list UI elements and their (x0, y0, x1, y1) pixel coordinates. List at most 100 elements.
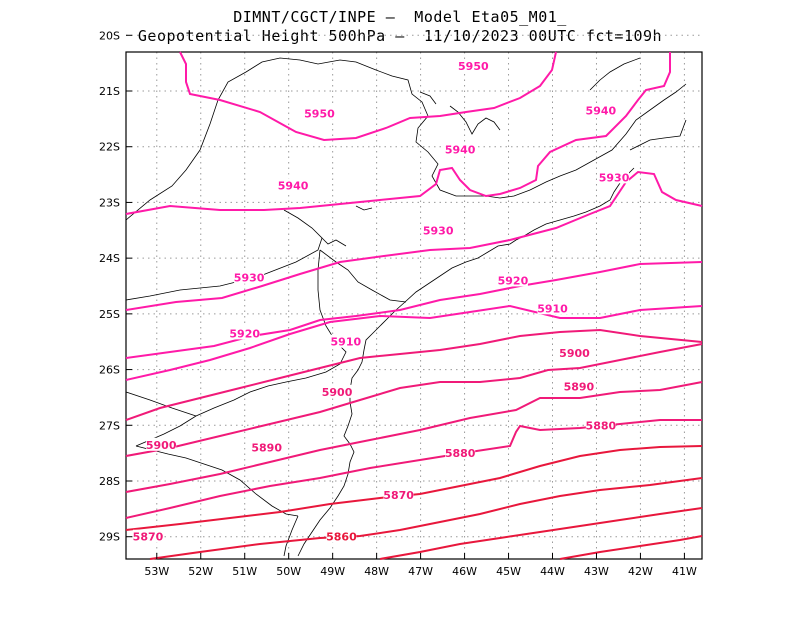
y-tick-label: 20S (99, 29, 120, 42)
bays (321, 91, 501, 247)
boundary-mg-sp (125, 57, 531, 221)
y-tick-label: 28S (99, 475, 120, 488)
contour-label-bg (445, 446, 476, 460)
contour-5900 (125, 328, 703, 421)
contour-label: 5900 (559, 347, 590, 360)
y-tick-labels: 20S 21S 22S 23S 24S 25S 26S 27S 28S 29S (99, 29, 132, 544)
y-tick-label: 29S (99, 531, 120, 544)
coastline-rj (515, 167, 635, 241)
contour-label: 5880 (586, 419, 617, 432)
x-tick-label: 42W (628, 565, 653, 578)
contour-5920 (125, 261, 703, 359)
map-boundaries (125, 57, 687, 557)
x-tick-label: 52W (188, 565, 213, 578)
boundary-sc-rs (135, 445, 299, 517)
contour-label: 5890 (564, 380, 595, 393)
contour-label: 5900 (146, 439, 177, 452)
y-tick-label: 22S (99, 141, 120, 154)
contour-label-bg (330, 334, 361, 348)
contour-label-bg (278, 178, 309, 192)
contour-label: 5940 (278, 180, 309, 193)
contour-label: 5910 (331, 336, 362, 349)
contour-5940-west (125, 52, 671, 215)
contour-label: 5860 (326, 531, 357, 544)
lagoa (283, 515, 299, 557)
coastline (297, 239, 517, 557)
x-tick-label: 48W (364, 565, 389, 578)
contour-5950 (179, 51, 557, 142)
contour-label: 5930 (234, 272, 265, 285)
boundary-paraguay (135, 249, 347, 447)
contour-5910 (125, 304, 703, 381)
x-tick-label: 44W (540, 565, 565, 578)
contour-label-bg (445, 142, 476, 156)
contour-label-bg (326, 529, 357, 543)
contour-label: 5930 (599, 171, 630, 184)
contour-label: 5920 (498, 274, 529, 287)
x-tick-label: 43W (584, 565, 609, 578)
contour-label: 5940 (445, 144, 476, 157)
contour-5840 (379, 507, 703, 560)
x-tick-labels: 53W 52W 51W 50W 49W 48W 47W 46W 45W 44W 43W 42W 41W (144, 553, 697, 578)
contour-label-bg (497, 273, 528, 287)
contour-label-bg (585, 103, 616, 117)
y-tick-label: 25S (99, 308, 120, 321)
y-tick-label: 26S (99, 364, 120, 377)
map-title-line1: DIMNT/CGCT/INPE – Model Eta05_M01_ (233, 8, 567, 26)
x-tick-label: 53W (144, 565, 169, 578)
contour-label-bg (563, 379, 594, 393)
x-tick-label: 50W (276, 565, 301, 578)
contour-label: 5950 (458, 60, 489, 73)
contour-label-layer: 5950 5950 5940 5940 5940 5930 5930 5930 5920 5920… (132, 58, 630, 544)
contour-label-bg (251, 440, 282, 454)
contour-5850 (149, 477, 703, 560)
contour-label: 5880 (445, 447, 476, 460)
contour-label: 5920 (229, 327, 260, 340)
contour-label: 5930 (423, 224, 454, 237)
x-tick-label: 47W (408, 565, 433, 578)
contour-5830 (559, 535, 703, 560)
contour-label: 5870 (383, 489, 414, 502)
boundary-mg-es (529, 83, 687, 191)
boundary-north (589, 57, 687, 151)
contour-label-bg (599, 170, 630, 184)
contour-5890 (125, 343, 703, 457)
contour-label-bg (229, 326, 260, 340)
contour-label-bg (559, 345, 590, 359)
contour-5930 (125, 170, 703, 311)
map-title-line2: Geopotential Height 500hPa – 11/10/2023 … (137, 27, 663, 45)
contour-label: 5890 (251, 442, 282, 455)
contour-label-bg (304, 106, 335, 120)
contour-label-bg (383, 487, 414, 501)
contour-label: 5910 (537, 302, 568, 315)
y-tick-label: 23S (99, 196, 120, 209)
contour-label: 5950 (304, 107, 335, 120)
boundary-ms (125, 391, 197, 417)
boundary-pr (125, 209, 323, 301)
contour-label-bg (585, 418, 616, 432)
contour-label-bg (146, 437, 177, 451)
contour-label-bg (132, 529, 163, 543)
x-tick-label: 51W (232, 565, 257, 578)
contour-label-bg (537, 301, 568, 315)
contour-label-bg (234, 270, 265, 284)
boundary-pr-sp (319, 249, 407, 303)
contour-label: 5940 (586, 105, 617, 118)
contour-label-bg (423, 223, 454, 237)
contour-label: 5870 (133, 531, 164, 544)
contour-label-bg (458, 58, 489, 72)
x-tick-label: 49W (320, 565, 345, 578)
x-tick-label: 41W (672, 565, 697, 578)
contour-label-bg (322, 384, 353, 398)
y-tick-label: 24S (99, 252, 120, 265)
x-tick-label: 45W (496, 565, 521, 578)
contour-label: 5900 (322, 386, 353, 399)
y-tick-label: 27S (99, 419, 120, 432)
contour-5860 (125, 445, 703, 531)
contour-5870 (125, 419, 702, 519)
y-tick-label: 21S (99, 85, 120, 98)
x-tick-label: 46W (452, 565, 477, 578)
contour-lines (125, 51, 703, 560)
plot-frame (125, 51, 703, 560)
